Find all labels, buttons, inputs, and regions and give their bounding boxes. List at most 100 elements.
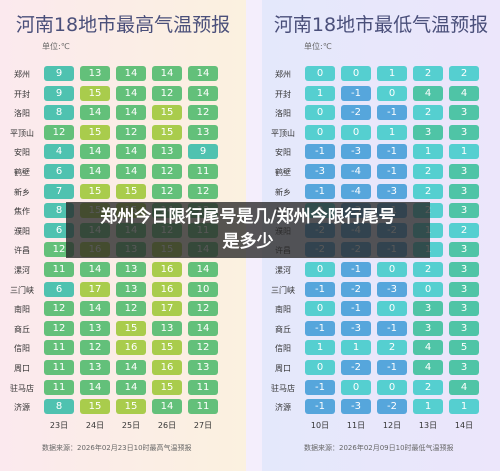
temp-cell: 14	[188, 66, 218, 81]
temp-cell: 15	[116, 320, 146, 336]
city-name: 郑州	[275, 70, 291, 79]
temp-cell: 3	[449, 320, 479, 336]
temp-cell: 17	[80, 281, 110, 297]
city-name: 焦作	[14, 207, 30, 217]
temp-cell: -2	[341, 105, 371, 121]
temp-cell: 13	[152, 320, 182, 336]
temp-cell: 9	[44, 66, 74, 81]
temp-cell: 14	[116, 360, 146, 375]
temp-cell: 14	[116, 379, 146, 395]
temp-cell: -3	[341, 144, 371, 160]
temp-cell: 1	[377, 124, 407, 140]
date-label: 23日	[49, 421, 69, 430]
temp-cell: 1	[449, 144, 479, 160]
temp-cell: 11	[44, 360, 74, 375]
city-name: 开封	[14, 89, 30, 99]
temp-cell: 14	[80, 105, 110, 121]
city-name: 鹤壁	[275, 168, 291, 177]
source-note: 数据来源：2026年02月23日10时最高气温预报	[42, 444, 192, 452]
temp-cell: 2	[413, 105, 443, 121]
temp-cell: -4	[341, 164, 371, 179]
temp-cell: 1	[449, 399, 479, 415]
temp-cell: 2	[413, 183, 443, 199]
city-name: 南阳	[275, 305, 291, 315]
temp-cell: -2	[341, 360, 371, 375]
temp-cell: 11	[188, 164, 218, 179]
temp-cell: 14	[152, 399, 182, 415]
temp-cell: 14	[80, 301, 110, 317]
temp-cell: 12	[188, 301, 218, 317]
temp-cell: 13	[116, 281, 146, 297]
temp-cell: -4	[341, 183, 371, 199]
panel-title: 河南18地市最低气温预报	[273, 14, 489, 36]
city-name: 濮阳	[14, 226, 30, 236]
temp-cell: -1	[377, 360, 407, 375]
temp-cell: -1	[305, 144, 335, 160]
temp-cell: -1	[305, 183, 335, 199]
city-name: 周口	[275, 364, 291, 373]
temp-cell: 14	[80, 144, 110, 160]
city-name: 郑州	[14, 70, 30, 79]
city-name: 周口	[14, 364, 30, 373]
city-name: 安阳	[14, 148, 30, 158]
temp-cell: 14	[80, 379, 110, 395]
temp-cell: 3	[449, 262, 479, 277]
temp-cell: 14	[80, 164, 110, 179]
temp-cell: -1	[341, 262, 371, 277]
source-note: 数据来源：2026年02月09日10时最低气温预报	[304, 444, 454, 452]
city-name: 平顶山	[10, 128, 34, 138]
date-label: 12日	[382, 421, 402, 430]
temp-cell: 3	[449, 124, 479, 140]
temp-cell: 3	[413, 320, 443, 336]
temp-cell: -1	[305, 399, 335, 415]
temp-cell: 3	[413, 124, 443, 140]
date-label: 14日	[454, 421, 474, 430]
temp-cell: -3	[305, 164, 335, 179]
temp-cell: 0	[341, 379, 371, 395]
temp-cell: -1	[305, 379, 335, 395]
city-name: 洛阳	[14, 109, 30, 119]
temp-cell: 17	[152, 301, 182, 317]
temp-cell: 13	[80, 66, 110, 81]
city-name: 驻马店	[10, 383, 34, 393]
temp-cell: 14	[116, 164, 146, 179]
temp-cell: 1	[305, 85, 335, 101]
date-label: 25日	[121, 421, 141, 430]
temp-cell: 10	[188, 281, 218, 297]
date-label: 10日	[310, 421, 330, 430]
temp-cell: 0	[377, 85, 407, 101]
temp-cell: 4	[413, 360, 443, 375]
temp-cell: 11	[44, 262, 74, 277]
temp-cell: 3	[449, 203, 479, 219]
temp-cell: 15	[80, 183, 110, 199]
city-name: 南阳	[14, 305, 30, 315]
date-label: 27日	[193, 421, 213, 430]
temp-cell: -1	[305, 320, 335, 336]
temp-cell: 11	[188, 379, 218, 395]
temp-cell: -3	[377, 281, 407, 297]
city-name: 许昌	[14, 246, 30, 256]
temp-cell: 2	[413, 66, 443, 81]
temp-cell: 3	[449, 164, 479, 179]
unit-label: 单位:℃	[304, 42, 332, 51]
temp-cell: -1	[305, 281, 335, 297]
temp-cell: 9	[44, 85, 74, 101]
temp-cell: 6	[44, 164, 74, 179]
temp-cell: 1	[413, 144, 443, 160]
temp-cell: 3	[449, 360, 479, 375]
temp-cell: -3	[377, 183, 407, 199]
temp-cell: -1	[377, 320, 407, 336]
temp-cell: 3	[449, 281, 479, 297]
city-name: 漯河	[275, 266, 291, 275]
temp-cell: 15	[152, 340, 182, 356]
temp-cell: 13	[116, 262, 146, 277]
temp-cell: -1	[341, 301, 371, 317]
temp-cell: 16	[152, 262, 182, 277]
temp-cell: 0	[341, 124, 371, 140]
temp-cell: 14	[152, 66, 182, 81]
temp-cell: -1	[377, 105, 407, 121]
city-name: 商丘	[275, 324, 291, 334]
date-label: 13日	[418, 421, 438, 430]
temp-cell: 12	[188, 105, 218, 121]
